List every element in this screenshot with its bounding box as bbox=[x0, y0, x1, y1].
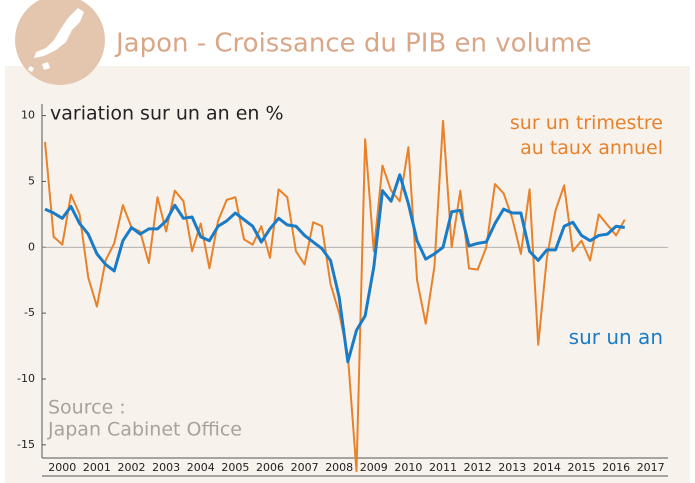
x-tick-label: 2015 bbox=[567, 461, 595, 474]
source: Source : bbox=[48, 397, 126, 419]
series-line bbox=[44, 173, 625, 364]
legend-label: sur un trimestre au taux annuel bbox=[509, 112, 663, 159]
x-tick-label: 2010 bbox=[394, 461, 422, 474]
y-axis-title: variation sur un an en % bbox=[50, 103, 284, 125]
x-tick-label: 2017 bbox=[637, 461, 665, 474]
x-tick-label: 2013 bbox=[498, 461, 526, 474]
y-tick-label: -5 bbox=[24, 306, 35, 319]
x-tick-label: 2014 bbox=[533, 461, 561, 474]
x-tick-label: 2016 bbox=[602, 461, 630, 474]
x-tick-label: 2001 bbox=[83, 461, 111, 474]
y-tick-label: -15 bbox=[17, 438, 35, 451]
x-tick-label: 2002 bbox=[118, 461, 146, 474]
x-tick-label: 2000 bbox=[48, 461, 76, 474]
x-tick-label: 2007 bbox=[291, 461, 319, 474]
y-tick-label: 5 bbox=[28, 174, 35, 187]
x-tick-label: 2009 bbox=[360, 461, 388, 474]
x-tick-label: 2003 bbox=[152, 461, 180, 474]
series-line bbox=[44, 119, 626, 473]
x-tick-label: 2004 bbox=[187, 461, 215, 474]
legend-label: sur un an bbox=[568, 325, 663, 349]
chart-title: Japon - Croissance du PIB en volume bbox=[114, 29, 592, 59]
icon-map bbox=[28, 8, 84, 72]
x-tick-label: 2011 bbox=[429, 461, 457, 474]
y-tick-label: 10 bbox=[21, 109, 35, 122]
x-tick-label: 2012 bbox=[464, 461, 492, 474]
source: Japan Cabinet Office bbox=[47, 419, 242, 441]
panel bbox=[5, 66, 690, 483]
x-tick-label: 2008 bbox=[325, 461, 353, 474]
y-tick-label: 0 bbox=[28, 240, 35, 253]
x-tick-label: 2006 bbox=[256, 461, 284, 474]
y-tick-label: -10 bbox=[17, 372, 35, 385]
x-tick-label: 2005 bbox=[221, 461, 249, 474]
